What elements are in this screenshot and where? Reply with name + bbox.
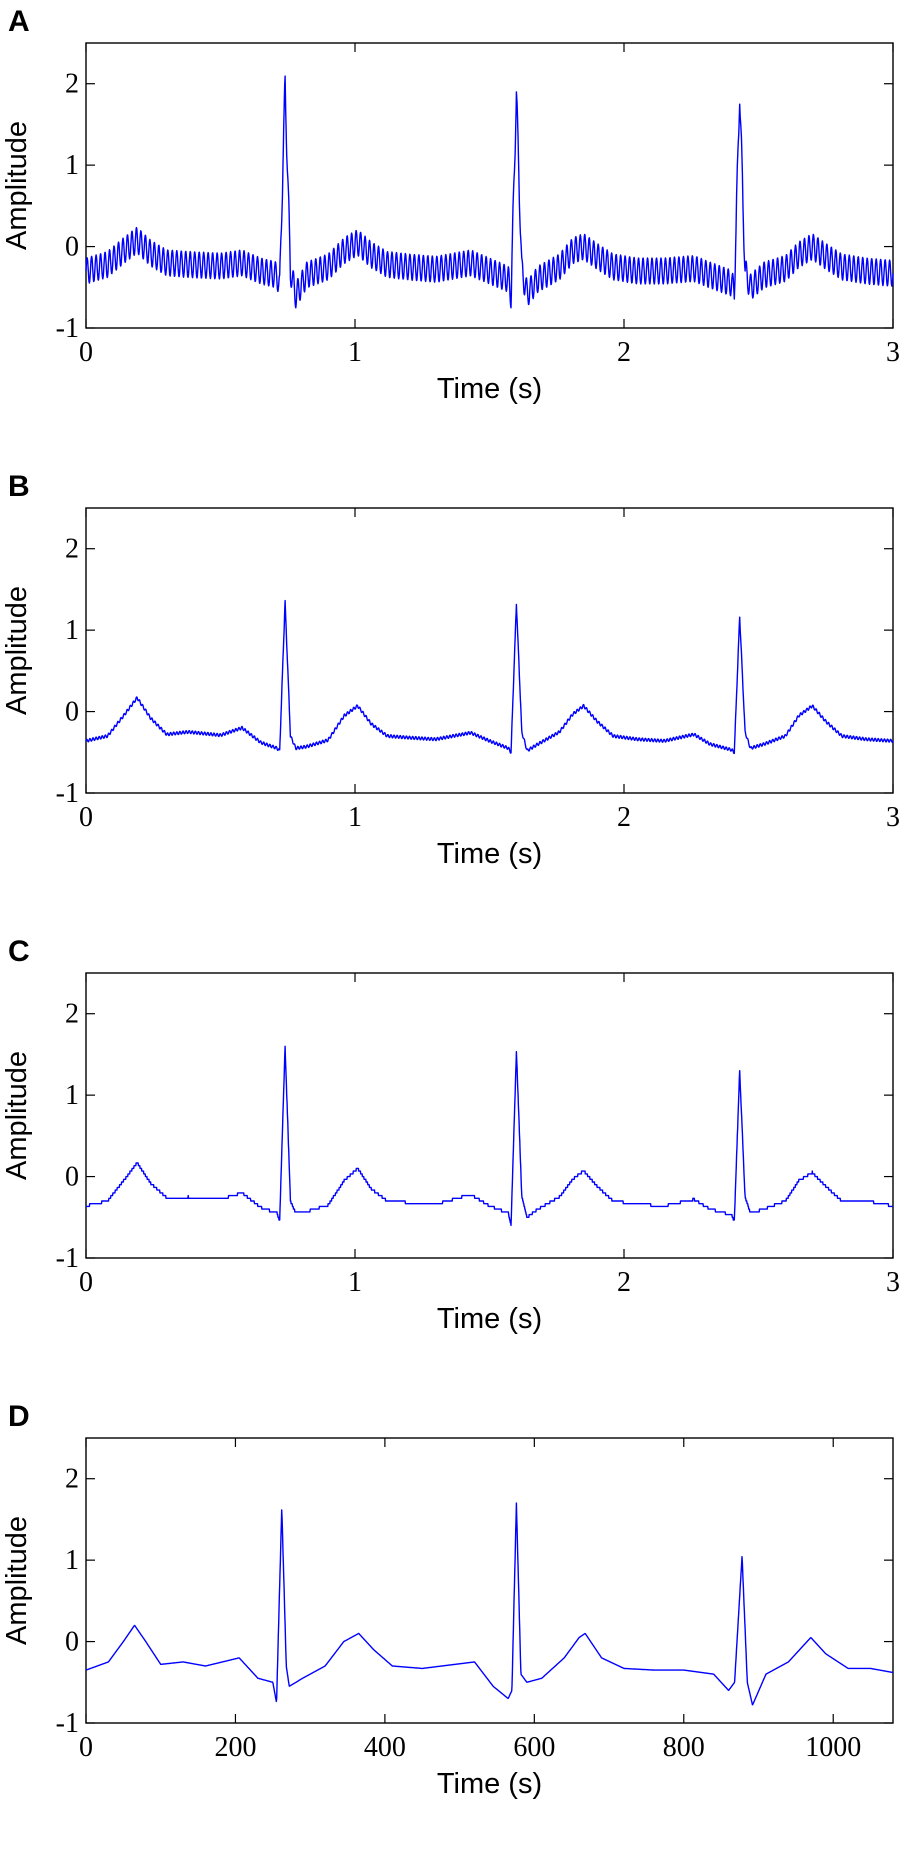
y-tick-label: 2 <box>65 69 79 100</box>
x-tick-label: 600 <box>513 1732 555 1763</box>
y-axis-label: Amplitude <box>1 121 33 250</box>
panel-label: A <box>8 5 30 38</box>
x-tick-label: 3 <box>886 1267 900 1298</box>
y-axis-label: Amplitude <box>1 586 33 715</box>
panel-d: D -1 0 1 2 0 200 400 600 800 1000 Time (s) Amplitude <box>0 1395 905 1875</box>
plot-frame <box>85 507 894 794</box>
y-tick-label: 1 <box>65 1080 79 1111</box>
y-tick-label: -1 <box>56 778 79 809</box>
y-axis-label: Amplitude <box>1 1051 33 1180</box>
y-tick-label: 1 <box>65 615 79 646</box>
y-tick-label: 1 <box>65 150 79 181</box>
x-axis-label: Time (s) <box>437 1768 542 1800</box>
x-tick-label: 800 <box>663 1732 705 1763</box>
y-tick-label: 2 <box>65 1464 79 1495</box>
y-tick-label: 0 <box>65 232 79 263</box>
panel-a: A -1 0 1 2 0 1 2 3 Time (s) Amplitude <box>0 0 905 480</box>
y-tick-label: 0 <box>65 697 79 728</box>
y-tick-label: 0 <box>65 1162 79 1193</box>
y-tick-label: -1 <box>56 1708 79 1739</box>
x-tick-label: 1 <box>348 337 362 368</box>
plot-frame <box>85 42 894 329</box>
plot-frame <box>85 972 894 1259</box>
signal-trace <box>85 1045 894 1227</box>
x-tick-label: 1000 <box>805 1732 861 1763</box>
signal-trace <box>85 1502 894 1706</box>
x-tick-label: 3 <box>886 802 900 833</box>
x-tick-label: 400 <box>364 1732 406 1763</box>
panel-b: B -1 0 1 2 0 1 2 3 Time (s) Amplitude <box>0 465 905 945</box>
signal-trace <box>85 75 894 309</box>
y-tick-label: 0 <box>65 1627 79 1658</box>
x-tick-label: 2 <box>617 337 631 368</box>
x-tick-label: 0 <box>79 1267 93 1298</box>
x-tick-label: 2 <box>617 1267 631 1298</box>
x-tick-label: 2 <box>617 802 631 833</box>
panel-c: C -1 0 1 2 0 1 2 3 Time (s) Amplitude <box>0 930 905 1410</box>
plot-frame <box>85 1437 894 1724</box>
y-tick-label: -1 <box>56 1243 79 1274</box>
x-axis-label: Time (s) <box>437 838 542 870</box>
y-axis-label: Amplitude <box>1 1516 33 1645</box>
y-tick-label: 2 <box>65 999 79 1030</box>
x-tick-label: 200 <box>214 1732 256 1763</box>
panel-label: D <box>8 1400 30 1433</box>
x-tick-label: 3 <box>886 337 900 368</box>
panel-label: C <box>8 935 30 968</box>
y-tick-label: 1 <box>65 1545 79 1576</box>
x-tick-label: 1 <box>348 1267 362 1298</box>
y-tick-label: 2 <box>65 534 79 565</box>
x-tick-label: 1 <box>348 802 362 833</box>
x-tick-label: 0 <box>79 802 93 833</box>
y-tick-label: -1 <box>56 313 79 344</box>
panel-label: B <box>8 470 30 503</box>
signal-trace <box>85 599 894 755</box>
x-tick-label: 0 <box>79 337 93 368</box>
x-tick-label: 0 <box>79 1732 93 1763</box>
x-axis-label: Time (s) <box>437 1303 542 1335</box>
x-axis-label: Time (s) <box>437 373 542 405</box>
